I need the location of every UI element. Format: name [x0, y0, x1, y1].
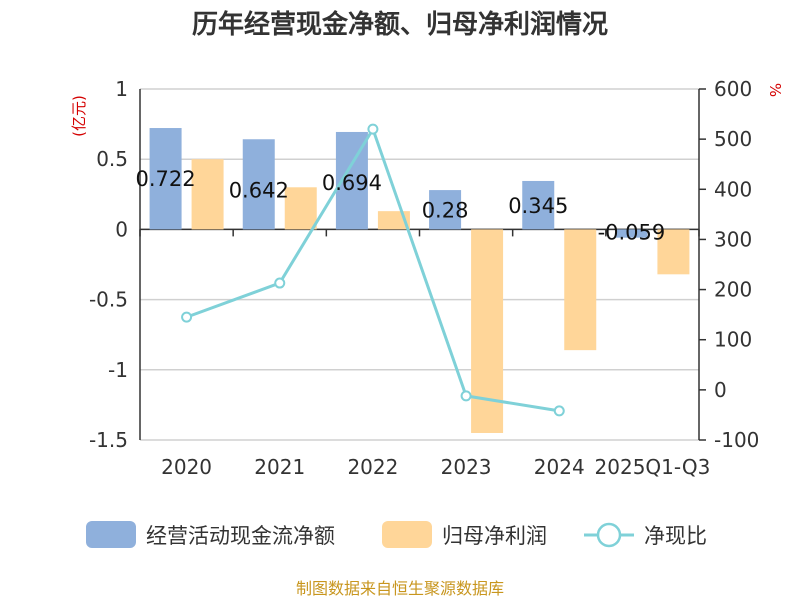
chart-title: 历年经营现金净额、归母净利润情况	[192, 9, 608, 40]
bars	[149, 128, 690, 433]
net-profit-bar	[657, 229, 690, 275]
cashflow-data-label: 0.28	[422, 198, 469, 222]
legend-swatch-net-profit	[382, 521, 432, 548]
cashflow-data-label: -0.059	[598, 220, 666, 244]
cashflow-bar	[429, 190, 462, 230]
cashflow-data-label: 0.345	[508, 194, 568, 218]
ratio-point	[274, 277, 286, 289]
left-axis-unit: (亿元)	[70, 95, 88, 137]
legend-label-net-profit: 归母净利润	[442, 524, 547, 548]
cashflow-data-label: 0.642	[229, 178, 289, 202]
ratio-point	[367, 123, 379, 135]
ratio-point	[181, 311, 193, 323]
x-tick-label: 2024	[534, 455, 585, 479]
cashflow-bar	[242, 139, 275, 230]
net-profit-bar	[564, 229, 597, 351]
net-profit-bar	[191, 159, 224, 230]
tick-labels: 10.50-0.5-1-1.56005004003002001000-10020…	[89, 77, 759, 479]
axes	[139, 88, 706, 441]
cashflow-data-label: 0.722	[136, 167, 196, 191]
x-tick-label: 2022	[347, 455, 398, 479]
cashflow-bar	[149, 128, 182, 230]
legend-label-ratio: 净现比	[644, 524, 707, 548]
left-tick-label: 0	[115, 217, 128, 241]
x-tick-label: 2021	[254, 455, 305, 479]
left-tick-label: 1	[115, 77, 128, 101]
left-tick-label: -1	[108, 358, 128, 382]
right-tick-label: 500	[714, 127, 752, 151]
right-tick-label: 200	[714, 278, 752, 302]
legend: 经营活动现金流净额 归母净利润 净现比	[86, 521, 707, 548]
left-tick-label: -0.5	[89, 288, 128, 312]
cashflow-bar	[615, 229, 648, 238]
ratio-point	[553, 405, 565, 417]
cashflow-data-label: 0.694	[322, 171, 382, 195]
ratio-line	[181, 123, 565, 417]
right-tick-label: -100	[714, 428, 759, 452]
legend-swatch-cashflow	[86, 521, 136, 548]
net-profit-bar	[284, 187, 317, 230]
right-axis-unit: %	[766, 83, 784, 97]
x-tick-label: 2023	[441, 455, 492, 479]
right-tick-label: 0	[714, 378, 727, 402]
right-tick-label: 300	[714, 227, 752, 251]
right-tick-label: 100	[714, 328, 752, 352]
right-tick-label: 600	[714, 77, 752, 101]
cashflow-bar	[522, 180, 555, 230]
data-labels: 0.722 0.642 0.694 0.28 0.345 -0.059	[136, 167, 666, 244]
legend-label-cashflow: 经营活动现金流净额	[146, 524, 335, 548]
x-tick-label: 2025Q1-Q3	[595, 455, 711, 479]
left-tick-label: -1.5	[89, 428, 128, 452]
x-tick-label: 2020	[161, 455, 212, 479]
legend-marker-ratio	[596, 522, 622, 548]
ratio-point	[460, 390, 472, 402]
right-tick-label: 400	[714, 177, 752, 201]
left-tick-label: 0.5	[96, 147, 128, 171]
source-note: 制图数据来自恒生聚源数据库	[296, 579, 504, 598]
